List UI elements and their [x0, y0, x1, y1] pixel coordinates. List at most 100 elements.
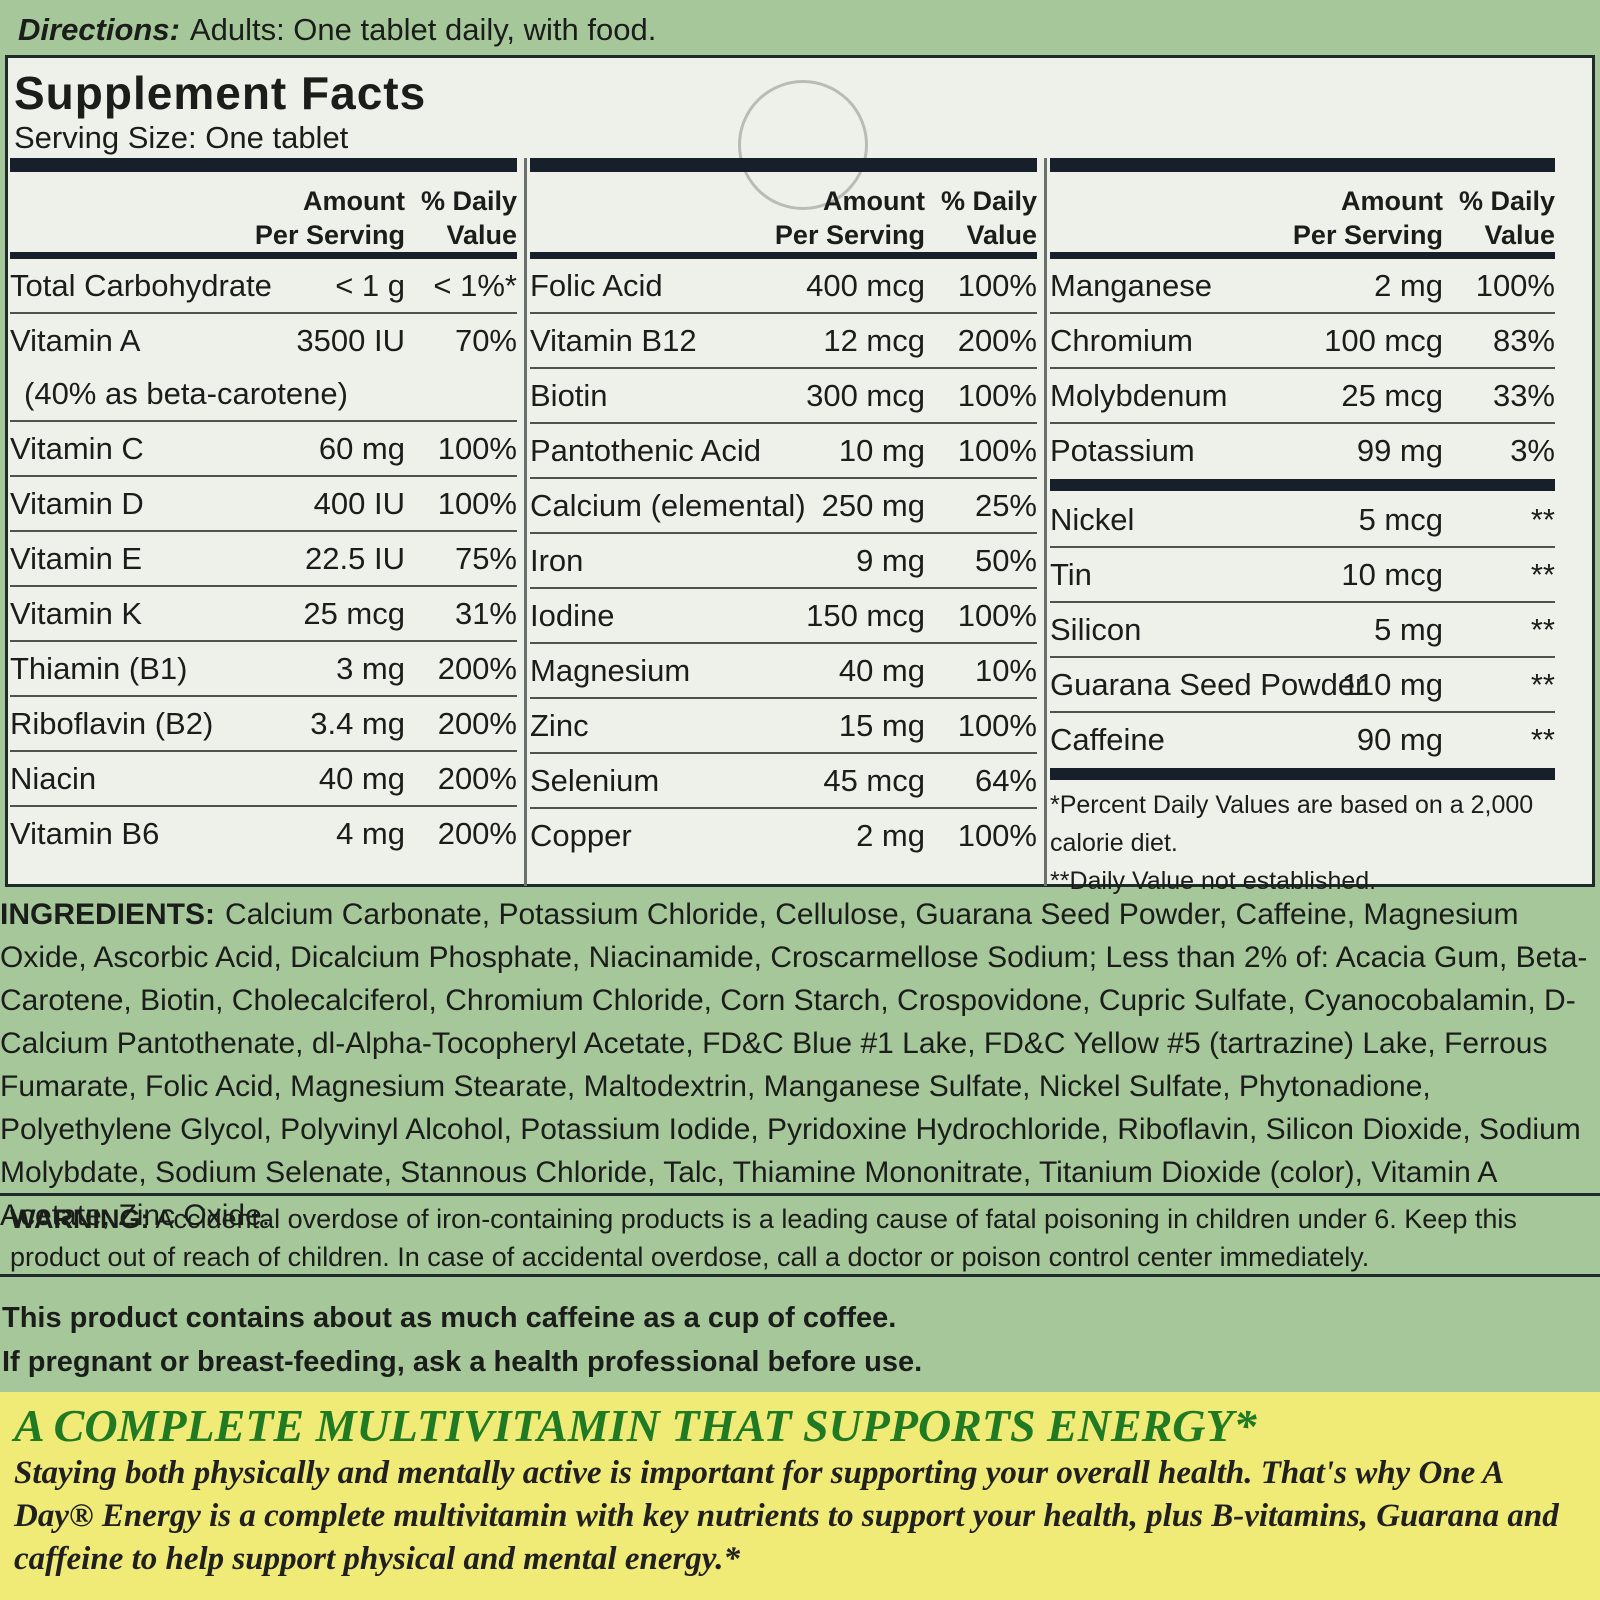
caffeine-note-line-1: This product contains about as much caff… — [2, 1302, 897, 1334]
ingredients: INGREDIENTS: Calcium Carbonate, Potassium… — [0, 893, 1590, 1237]
nutrient-row: Vitamin D 400 IU 100% — [10, 477, 517, 532]
nutrient-row: Selenium 45 mcg 64% — [530, 754, 1037, 809]
nutrient-amount: 40 mg — [318, 761, 405, 796]
footnote-not-established: **Daily Value not established. — [1050, 867, 1377, 895]
nutrient-name: Silicon — [1050, 612, 1142, 647]
facts-column-2: Amount Per Serving% Daily Value Folic Ac… — [530, 158, 1037, 862]
nutrient-amount: 400 IU — [313, 486, 405, 521]
nutrient-amount: 250 mg — [821, 488, 925, 523]
ingredients-text: Calcium Carbonate, Potassium Chloride, C… — [0, 898, 1588, 1232]
nutrient-amount: 3 mg — [336, 651, 405, 686]
nutrient-row: Iodine 150 mcg 100% — [530, 589, 1037, 644]
nutrient-name: Nickel — [1050, 502, 1135, 537]
nutrient-name: Tin — [1050, 557, 1092, 592]
nutrient-amount: 110 mg — [1341, 667, 1443, 702]
nutrient-row: Magnesium 40 mg 10% — [530, 644, 1037, 699]
promo-body: Staying both physically and mentally act… — [14, 1455, 1559, 1577]
nutrient-row: (40% as beta-carotene) — [10, 367, 517, 422]
nutrient-daily-value: 70% — [454, 323, 517, 358]
nutrient-daily-value: 31% — [454, 596, 517, 631]
nutrient-name: Niacin — [10, 761, 97, 796]
nutrient-name: Thiamin (B1) — [10, 651, 188, 686]
nutrient-name: Vitamin K — [10, 596, 143, 631]
nutrient-row: Iron 9 mg 50% — [530, 534, 1037, 589]
nutrient-daily-value: 10% — [974, 653, 1037, 688]
nutrient-amount: 60 mg — [318, 431, 405, 466]
embossed-circle — [738, 80, 868, 210]
nutrient-amount: < 1 g — [335, 268, 405, 303]
promo-headline: A COMPLETE MULTIVITAMIN THAT SUPPORTS EN… — [14, 1400, 1257, 1451]
nutrient-name: Pantothenic Acid — [530, 433, 761, 468]
nutrient-amount: 25 mcg — [1341, 378, 1443, 413]
nutrient-row: Manganese 2 mg 100% — [1050, 259, 1555, 314]
nutrient-row: Calcium (elemental) 250 mg 25% — [530, 479, 1037, 534]
nutrient-daily-value: 100% — [957, 598, 1037, 633]
nutrient-amount: 25 mcg — [303, 596, 405, 631]
nutrient-daily-value: 64% — [974, 763, 1037, 798]
daily-value-header: % Daily Value — [1458, 186, 1555, 250]
nutrient-amount: 3.4 mg — [310, 706, 405, 741]
nutrient-row: Copper 2 mg 100% — [530, 809, 1037, 862]
nutrient-row: Vitamin E 22.5 IU 75% — [10, 532, 517, 587]
nutrient-name: Vitamin D — [10, 486, 144, 521]
facts-column-1: Amount Per Serving% Daily Value Total Ca… — [10, 158, 517, 860]
nutrient-daily-value: 200% — [957, 323, 1037, 358]
amount-header: Amount Per Serving — [774, 186, 925, 250]
nutrient-name: Guarana Seed Powder — [1050, 667, 1366, 702]
nutrient-amount: 3500 IU — [296, 323, 405, 358]
ingredients-label: INGREDIENTS: — [0, 898, 216, 931]
directions-label: Directions: — [18, 12, 180, 47]
nutrient-name: Molybdenum — [1050, 378, 1228, 413]
nutrient-name: Vitamin A — [10, 323, 141, 358]
nutrient-daily-value: 100% — [957, 818, 1037, 853]
nutrient-daily-value: 25% — [974, 488, 1037, 523]
nutrient-row: Guarana Seed Powder 110 mg ** — [1050, 658, 1555, 713]
amount-header: Amount Per Serving — [254, 186, 405, 250]
nutrient-amount: 9 mg — [856, 543, 925, 578]
nutrient-daily-value: 75% — [454, 541, 517, 576]
nutrient-amount: 2 mg — [856, 818, 925, 853]
nutrient-row: Thiamin (B1) 3 mg 200% — [10, 642, 517, 697]
nutrient-amount: 10 mcg — [1341, 557, 1443, 592]
nutrient-amount: 4 mg — [336, 816, 405, 851]
nutrient-daily-value: 200% — [437, 651, 517, 686]
nutrient-amount: 99 mg — [1356, 433, 1443, 468]
nutrient-daily-value: 100% — [437, 431, 517, 466]
nutrient-daily-value: 100% — [957, 433, 1037, 468]
nutrient-row: Riboflavin (B2) 3.4 mg 200% — [10, 697, 517, 752]
nutrient-name: Caffeine — [1050, 722, 1165, 757]
nutrient-amount: 12 mcg — [823, 323, 925, 358]
nutrient-daily-value: 200% — [437, 761, 517, 796]
nutrient-row: Tin 10 mcg ** — [1050, 548, 1555, 603]
nutrient-name: Riboflavin (B2) — [10, 706, 214, 741]
nutrient-amount: 10 mg — [838, 433, 925, 468]
nutrient-daily-value: 50% — [974, 543, 1037, 578]
caffeine-note: This product contains about as much caff… — [2, 1296, 922, 1384]
nutrient-name: Copper — [530, 818, 632, 853]
nutrient-name: Folic Acid — [530, 268, 663, 303]
nutrient-row: Molybdenum 25 mcg 33% — [1050, 369, 1555, 424]
nutrient-name: Zinc — [530, 708, 589, 743]
nutrient-row: Folic Acid 400 mcg 100% — [530, 259, 1037, 314]
nutrient-daily-value: 100% — [437, 486, 517, 521]
nutrient-name: Vitamin C — [10, 431, 144, 466]
nutrient-amount: 300 mcg — [806, 378, 925, 413]
nutrient-row: Nickel 5 mcg ** — [1050, 493, 1555, 548]
nutrient-daily-value: 100% — [957, 708, 1037, 743]
footnote-daily-values: *Percent Daily Values are based on a 2,0… — [1050, 791, 1534, 857]
nutrient-amount: 2 mg — [1374, 268, 1443, 303]
nutrient-daily-value: ** — [1530, 612, 1555, 647]
nutrient-daily-value: 100% — [957, 378, 1037, 413]
nutrient-row: Pantothenic Acid 10 mg 100% — [530, 424, 1037, 479]
nutrient-amount: 5 mcg — [1358, 502, 1443, 537]
nutrient-name: Manganese — [1050, 268, 1213, 303]
nutrient-row: Silicon 5 mg ** — [1050, 603, 1555, 658]
nutrient-amount: 90 mg — [1356, 722, 1443, 757]
nutrient-row: Zinc 15 mg 100% — [530, 699, 1037, 754]
nutrient-daily-value: 33% — [1492, 378, 1555, 413]
nutrient-name: Vitamin B6 — [10, 816, 160, 851]
nutrient-daily-value: 3% — [1510, 433, 1555, 468]
nutrient-name: Selenium — [530, 763, 660, 798]
amount-header: Amount Per Serving — [1292, 186, 1443, 250]
nutrient-row: Chromium 100 mcg 83% — [1050, 314, 1555, 369]
